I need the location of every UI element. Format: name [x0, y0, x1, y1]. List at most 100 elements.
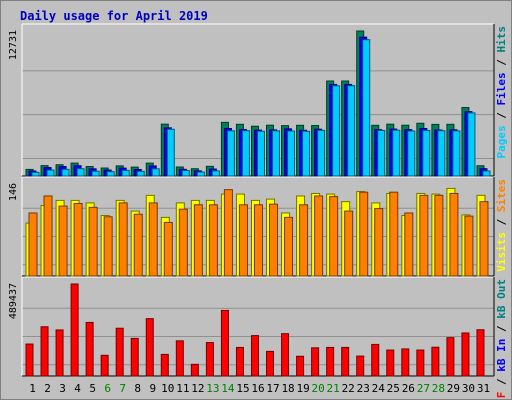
bar-sites-day-22 — [344, 210, 354, 277]
bar-kb-f-day-13 — [205, 342, 214, 377]
bar-kb-f-day-24 — [371, 343, 380, 377]
bar-pages-day-16 — [256, 130, 265, 177]
bar-sites-day-26 — [404, 212, 414, 277]
x-tick-label-day-11: 11 — [176, 382, 189, 395]
bar-kb-f-day-30 — [461, 332, 470, 377]
chart-panel: 146 Visits / Sites — [8, 176, 508, 277]
bar-pages-day-9 — [151, 168, 160, 177]
bar-pages-day-19 — [302, 130, 311, 177]
bar-pages-day-27 — [422, 129, 431, 177]
bar-sites-day-1 — [28, 212, 38, 277]
bar-pages-day-24 — [377, 129, 386, 177]
y-axis-label: kB F / kB In / kB Out — [495, 279, 508, 400]
bar-kb-f-day-23 — [356, 355, 365, 377]
bar-kb-f-day-4 — [70, 283, 79, 377]
bar-sites-day-3 — [58, 205, 68, 277]
x-tick-label-day-22: 22 — [342, 382, 355, 395]
bar-sites-day-17 — [269, 203, 279, 277]
y-axis-label-part: / — [495, 106, 508, 126]
bar-pages-day-5 — [91, 170, 100, 177]
x-tick-label-day-17: 17 — [266, 382, 279, 395]
bar-pages-day-29 — [452, 130, 461, 177]
y-max-label: 489437 — [8, 283, 19, 319]
bar-pages-day-20 — [317, 129, 326, 177]
bar-pages-day-25 — [392, 129, 401, 177]
y-axis-label-part: kB F — [495, 392, 508, 400]
x-tick-label-day-23: 23 — [357, 382, 370, 395]
bar-sites-day-27 — [419, 194, 429, 277]
bar-sites-day-6 — [103, 216, 113, 277]
bar-kb-f-day-17 — [266, 350, 275, 377]
bar-pages-day-17 — [272, 130, 281, 177]
bar-kb-f-day-6 — [100, 354, 109, 377]
x-tick-label-day-6: 6 — [104, 382, 111, 395]
bar-sites-day-8 — [133, 213, 143, 277]
x-tick-label-day-8: 8 — [134, 382, 141, 395]
bar-sites-day-7 — [118, 202, 128, 277]
x-tick-label-day-30: 30 — [462, 382, 475, 395]
x-tick-label-day-1: 1 — [29, 382, 36, 395]
x-tick-label-day-3: 3 — [59, 382, 66, 395]
bar-sites-day-15 — [238, 204, 248, 277]
y-max-label: 12731 — [8, 30, 19, 60]
bar-sites-day-21 — [329, 196, 339, 277]
bar-pages-day-12 — [196, 171, 205, 177]
y-axis-label-part: Sites — [495, 179, 508, 212]
x-tick-label-day-18: 18 — [281, 382, 294, 395]
bar-pages-day-2 — [46, 169, 55, 177]
bar-sites-day-14 — [223, 189, 233, 277]
x-tick-label-day-27: 27 — [417, 382, 430, 395]
x-tick-label-day-29: 29 — [447, 382, 460, 395]
bar-kb-f-day-22 — [341, 346, 350, 377]
bar-sites-day-10 — [163, 221, 173, 277]
bar-kb-f-day-15 — [235, 346, 244, 377]
y-axis-label-part: Visits — [495, 232, 508, 272]
bar-kb-f-day-31 — [476, 329, 485, 377]
bar-sites-day-13 — [208, 204, 218, 277]
x-tick-label-day-19: 19 — [296, 382, 309, 395]
bar-pages-day-21 — [332, 85, 341, 177]
bar-sites-day-5 — [88, 206, 98, 277]
bar-pages-day-18 — [287, 130, 296, 177]
bar-kb-f-day-7 — [115, 327, 124, 377]
chart-title: Daily usage for April 2019 — [20, 9, 208, 23]
bar-pages-day-26 — [407, 130, 416, 177]
bar-pages-day-7 — [121, 169, 130, 177]
bar-pages-day-15 — [241, 130, 250, 177]
bar-sites-day-12 — [193, 204, 203, 277]
bar-kb-f-day-28 — [431, 346, 440, 377]
bar-kb-f-day-11 — [175, 340, 184, 377]
bar-kb-f-day-18 — [281, 333, 290, 377]
x-tick-label-day-13: 13 — [206, 382, 219, 395]
y-axis-label-part: Hits — [495, 26, 508, 53]
bar-sites-day-11 — [178, 208, 188, 277]
y-axis-label-part: kB Out — [495, 279, 508, 319]
bar-sites-day-31 — [479, 201, 489, 277]
x-tick-label-day-4: 4 — [74, 382, 81, 395]
bar-pages-day-6 — [106, 171, 115, 177]
x-tick-label-day-21: 21 — [327, 382, 340, 395]
y-axis-label-part: Pages — [495, 125, 508, 158]
bar-kb-f-day-27 — [416, 349, 425, 377]
y-max-label: 146 — [8, 183, 19, 201]
bar-kb-f-day-2 — [40, 326, 49, 377]
bar-kb-f-day-12 — [190, 363, 199, 377]
bar-kb-f-day-5 — [85, 321, 94, 377]
bar-sites-day-16 — [253, 204, 263, 277]
bar-kb-f-day-10 — [160, 353, 169, 377]
bar-sites-day-9 — [148, 202, 158, 277]
bar-kb-f-day-14 — [220, 309, 229, 377]
bar-pages-day-23 — [362, 39, 371, 177]
bar-sites-day-25 — [389, 191, 399, 277]
bar-sites-day-29 — [449, 192, 459, 277]
y-axis-label-part: kB In — [495, 339, 508, 372]
bar-kb-f-day-3 — [55, 329, 64, 377]
bar-sites-day-28 — [434, 194, 444, 277]
bar-sites-day-23 — [359, 191, 369, 277]
y-axis-label-part: / — [495, 53, 508, 73]
x-tick-label-day-16: 16 — [251, 382, 264, 395]
y-axis-label: Visits / Sites — [495, 179, 508, 272]
